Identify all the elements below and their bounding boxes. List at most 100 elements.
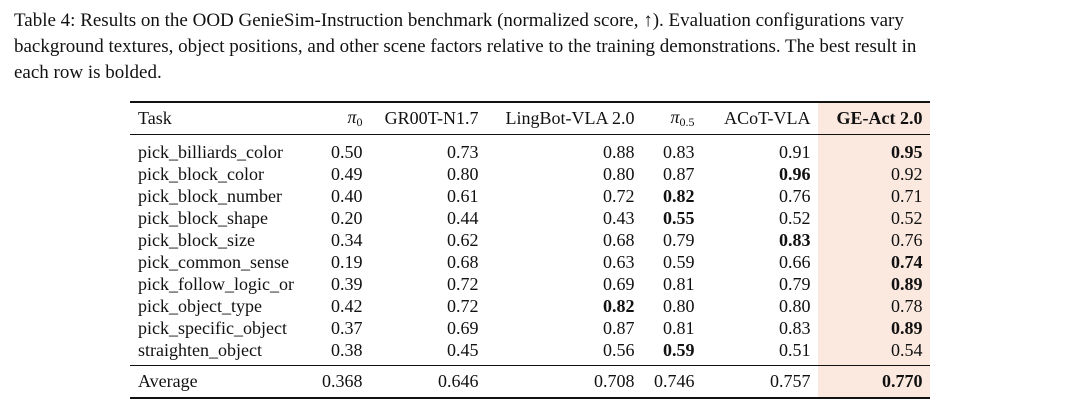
- score-cell-lingbot: 0.56: [602, 340, 635, 360]
- task-name-cell: pick_billiards_color: [138, 142, 283, 162]
- header-pi0-symbol: π: [347, 107, 357, 127]
- score-cell-pi0: 0.50: [330, 142, 363, 162]
- header-geact: GE-Act 2.0: [818, 101, 931, 135]
- table-row: pick_billiards_color 0.50 0.73 0.88 0.83 0.91…: [130, 134, 931, 163]
- score-cell-gr00t: 0.73: [446, 142, 479, 162]
- score-cell-acot: 0.66: [778, 252, 811, 272]
- score-cell-gr00t: 0.61: [446, 186, 479, 206]
- score-cell-lingbot: 0.80: [602, 164, 635, 184]
- score-cell-pi05: 0.83: [662, 142, 695, 162]
- header-acot: ACoT-VLA: [702, 101, 819, 135]
- table-row: pick_block_size 0.34 0.62 0.68 0.79 0.83 0.76: [130, 229, 931, 251]
- table-header-row: Task π0 GR00T-N1.7 LingBot-VLA 2.0 π0.5 …: [130, 101, 931, 135]
- average-label: Average: [130, 365, 314, 399]
- table-row: pick_common_sense 0.19 0.68 0.63 0.59 0.66 0.7…: [130, 251, 931, 273]
- task-name-cell: pick_block_size: [138, 230, 255, 250]
- score-cell-gr00t: 0.45: [446, 340, 479, 360]
- score-cell-pi0: 0.40: [330, 186, 363, 206]
- score-cell-acot: 0.79: [778, 274, 811, 294]
- score-cell-lingbot: 0.69: [602, 274, 635, 294]
- score-cell-lingbot: 0.82: [602, 296, 635, 316]
- task-name-cell: pick_specific_object: [138, 318, 287, 338]
- average-row: Average 0.368 0.646 0.708 0.746 0.757 0.…: [130, 365, 931, 399]
- table-row: pick_specific_object 0.37 0.69 0.87 0.81 0.83…: [130, 317, 931, 339]
- task-name-cell: pick_block_shape: [138, 208, 268, 228]
- score-cell-pi05: 0.87: [662, 164, 695, 184]
- score-cell-acot: 0.83: [778, 230, 811, 250]
- score-cell-geact: 0.92: [818, 163, 931, 185]
- score-cell-acot: 0.91: [778, 142, 811, 162]
- header-lingbot: LingBot-VLA 2.0: [486, 101, 643, 135]
- caption-line-2: background textures, object positions, a…: [14, 36, 917, 57]
- score-cell-pi0: 0.20: [330, 208, 363, 228]
- average-geact: 0.770: [818, 365, 931, 399]
- score-cell-pi05: 0.81: [662, 318, 695, 338]
- score-cell-pi0: 0.19: [330, 252, 363, 272]
- score-cell-pi0: 0.37: [330, 318, 363, 338]
- header-pi0: π0: [313, 101, 371, 135]
- header-pi05-symbol: π: [670, 107, 680, 127]
- score-cell-lingbot: 0.88: [602, 142, 635, 162]
- table-row: pick_block_color 0.49 0.80 0.80 0.87 0.96 0.92: [130, 163, 931, 185]
- score-cell-pi05: 0.82: [662, 186, 695, 206]
- table-caption: Table 4: Results on the OOD GenieSim-Ins…: [14, 8, 1074, 86]
- task-name-cell: pick_follow_logic_or: [138, 274, 294, 294]
- score-cell-geact: 0.71: [818, 185, 931, 207]
- score-cell-acot: 0.96: [778, 164, 811, 184]
- header-task: Task: [130, 101, 314, 135]
- average-gr00t: 0.646: [370, 365, 487, 399]
- average-lingbot: 0.708: [486, 365, 643, 399]
- score-cell-geact: 0.54: [818, 339, 931, 366]
- task-name-cell: straighten_object: [138, 340, 262, 360]
- score-cell-lingbot: 0.72: [602, 186, 635, 206]
- score-cell-geact: 0.78: [818, 295, 931, 317]
- score-cell-gr00t: 0.72: [446, 296, 479, 316]
- task-name-cell: pick_block_color: [138, 164, 264, 184]
- score-cell-lingbot: 0.43: [602, 208, 635, 228]
- table-row: pick_block_shape 0.20 0.44 0.43 0.55 0.52 0.52: [130, 207, 931, 229]
- score-cell-gr00t: 0.72: [446, 274, 479, 294]
- score-cell-pi0: 0.42: [330, 296, 363, 316]
- score-cell-geact: 0.52: [818, 207, 931, 229]
- score-cell-acot: 0.52: [778, 208, 811, 228]
- results-table: Task π0 GR00T-N1.7 LingBot-VLA 2.0 π0.5 …: [130, 101, 931, 399]
- score-cell-lingbot: 0.68: [602, 230, 635, 250]
- task-name-cell: pick_block_number: [138, 186, 282, 206]
- score-cell-lingbot: 0.63: [602, 252, 635, 272]
- score-cell-gr00t: 0.62: [446, 230, 479, 250]
- score-cell-geact: 0.76: [818, 229, 931, 251]
- task-name-cell: pick_common_sense: [138, 252, 289, 272]
- score-cell-pi0: 0.38: [330, 340, 363, 360]
- average-acot: 0.757: [702, 365, 819, 399]
- score-cell-acot: 0.76: [778, 186, 811, 206]
- score-cell-lingbot: 0.87: [602, 318, 635, 338]
- header-pi05-subscript: 0.5: [679, 115, 695, 129]
- table-row: pick_block_number 0.40 0.61 0.72 0.82 0.76 0.7…: [130, 185, 931, 207]
- score-cell-pi0: 0.39: [330, 274, 363, 294]
- score-cell-acot: 0.51: [778, 340, 811, 360]
- score-cell-pi0: 0.49: [330, 164, 363, 184]
- score-cell-pi05: 0.59: [662, 340, 695, 360]
- score-cell-pi05: 0.81: [662, 274, 695, 294]
- score-cell-pi05: 0.59: [662, 252, 695, 272]
- score-cell-gr00t: 0.69: [446, 318, 479, 338]
- table-row: pick_object_type 0.42 0.72 0.82 0.80 0.80 0.78: [130, 295, 931, 317]
- score-cell-geact: 0.95: [818, 134, 931, 163]
- header-gr00t: GR00T-N1.7: [370, 101, 487, 135]
- score-cell-acot: 0.80: [778, 296, 811, 316]
- score-cell-geact: 0.89: [818, 273, 931, 295]
- average-pi0: 0.368: [313, 365, 371, 399]
- table-body: pick_billiards_color 0.50 0.73 0.88 0.83 0.91…: [130, 134, 931, 366]
- score-cell-geact: 0.89: [818, 317, 931, 339]
- score-cell-acot: 0.83: [778, 318, 811, 338]
- score-cell-gr00t: 0.44: [446, 208, 479, 228]
- task-name-cell: pick_object_type: [138, 296, 262, 316]
- header-pi05: π0.5: [642, 101, 703, 135]
- score-cell-pi05: 0.55: [662, 208, 695, 228]
- header-pi0-subscript: 0: [356, 115, 363, 129]
- table-row: pick_follow_logic_or 0.39 0.72 0.69 0.81 0.79…: [130, 273, 931, 295]
- caption-line-1: Table 4: Results on the OOD GenieSim-Ins…: [14, 10, 904, 31]
- score-cell-pi0: 0.34: [330, 230, 363, 250]
- score-cell-gr00t: 0.68: [446, 252, 479, 272]
- score-cell-pi05: 0.80: [662, 296, 695, 316]
